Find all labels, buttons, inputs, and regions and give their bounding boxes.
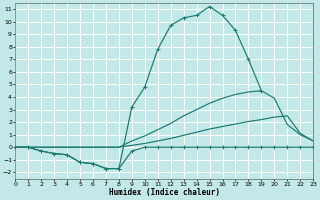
X-axis label: Humidex (Indice chaleur): Humidex (Indice chaleur) xyxy=(109,188,220,197)
